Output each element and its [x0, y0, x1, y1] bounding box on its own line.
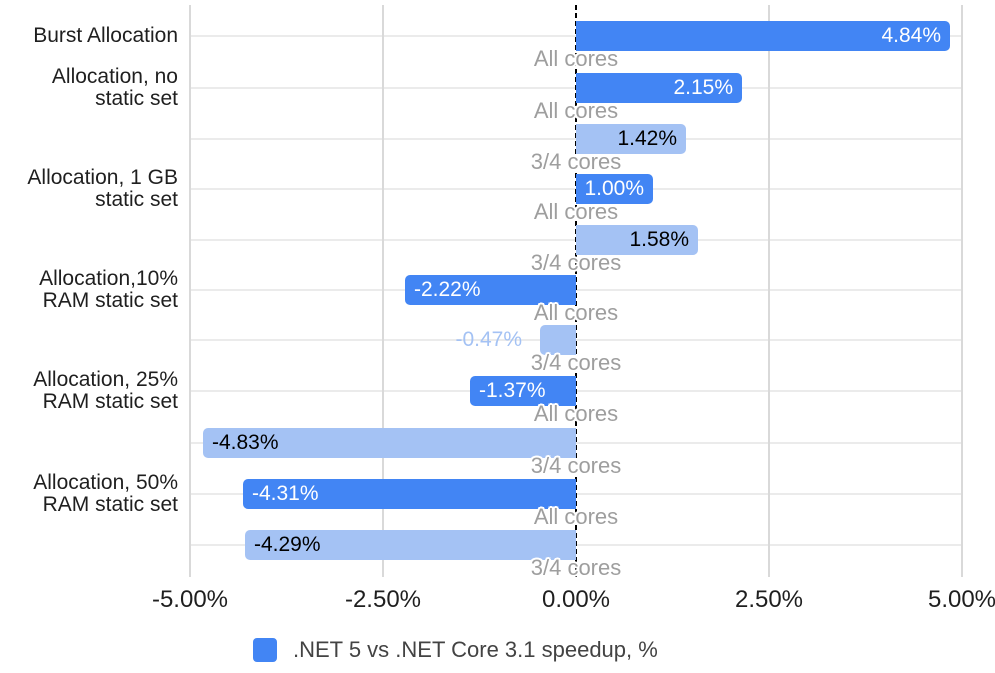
core-count-label: All cores [533, 46, 619, 71]
category-label-line: Allocation,10% [39, 267, 178, 290]
legend-item[interactable]: .NET 5 vs .NET Core 3.1 speedup, % [253, 637, 658, 662]
x-tick-label: 0.00% [541, 586, 611, 613]
bar-all-cores-3[interactable] [576, 174, 653, 204]
category-label: Allocation, no static set [0, 66, 178, 110]
category-label-line: Allocation, 1 GB [27, 166, 178, 189]
bar-value-label: -2.22% [414, 278, 481, 301]
gridline-5.00% [961, 5, 963, 577]
category-label: Burst Allocation [0, 25, 178, 47]
bar-all-cores-7[interactable] [470, 376, 576, 406]
bar-all-cores-1[interactable] [576, 73, 742, 103]
category-label-line: static set [95, 87, 178, 110]
bar-all-cores-9[interactable] [243, 479, 576, 509]
bar-value-label: -4.31% [252, 482, 319, 505]
category-label: Allocation, 50% RAM static set [0, 472, 178, 516]
bar-value-label: 2.15% [673, 76, 733, 99]
category-label-line: static set [95, 188, 178, 211]
core-count-label: 3/4 cores [530, 250, 622, 275]
bar-3-4-cores-8[interactable] [203, 428, 576, 458]
bar-value-label: -1.37% [479, 379, 546, 402]
category-label: Allocation, 1 GB static set [0, 167, 178, 211]
bar-3-4-cores-6[interactable] [540, 325, 576, 355]
core-count-label: All cores [533, 199, 619, 224]
category-label: Allocation, 25% RAM static set [0, 369, 178, 413]
zero-baseline [575, 5, 577, 577]
bar-all-cores-0[interactable] [576, 21, 950, 51]
bar-3-4-cores-2[interactable] [576, 124, 686, 154]
category-label: Allocation,10% RAM static set [0, 268, 178, 312]
category-label-line: Allocation, 25% [33, 368, 178, 391]
core-count-label: All cores [533, 98, 619, 123]
gridline-2.50% [768, 5, 770, 577]
core-count-label: All cores [533, 504, 619, 529]
core-count-label: 3/4 cores [530, 350, 622, 375]
gridline--2.50% [382, 5, 384, 577]
x-tick-label: 5.00% [927, 586, 995, 613]
category-label-line: RAM static set [42, 390, 178, 413]
core-count-label: 3/4 cores [530, 149, 622, 174]
gridline--5.00% [189, 5, 191, 577]
x-tick-label: 2.50% [734, 586, 804, 613]
bar-value-label: 1.00% [584, 177, 644, 200]
category-label-line: RAM static set [42, 493, 178, 516]
category-label-line: Allocation, 50% [33, 471, 178, 494]
bar-value-label: -4.83% [212, 431, 279, 454]
bar-value-label: -0.47% [455, 328, 522, 351]
category-label-line: Allocation, no [51, 65, 178, 88]
bar-value-label: 1.42% [617, 127, 677, 150]
bar-value-label: -4.29% [254, 533, 321, 556]
legend-label: .NET 5 vs .NET Core 3.1 speedup, % [293, 637, 658, 662]
bar-all-cores-5[interactable] [405, 275, 576, 305]
core-count-label: 3/4 cores [530, 555, 622, 580]
bar-3-4-cores-4[interactable] [576, 225, 698, 255]
bar-value-label: 1.58% [629, 228, 689, 251]
core-count-label: 3/4 cores [530, 453, 622, 478]
core-count-label: All cores [533, 401, 619, 426]
bar-3-4-cores-10[interactable] [245, 530, 576, 560]
x-tick-label: -2.50% [344, 586, 422, 613]
category-label-line: RAM static set [42, 289, 178, 312]
x-tick-label: -5.00% [151, 586, 229, 613]
core-count-label: All cores [533, 300, 619, 325]
legend-swatch-icon [253, 638, 277, 662]
bar-value-label: 4.84% [881, 24, 941, 47]
category-label-line: Burst Allocation [33, 24, 178, 47]
